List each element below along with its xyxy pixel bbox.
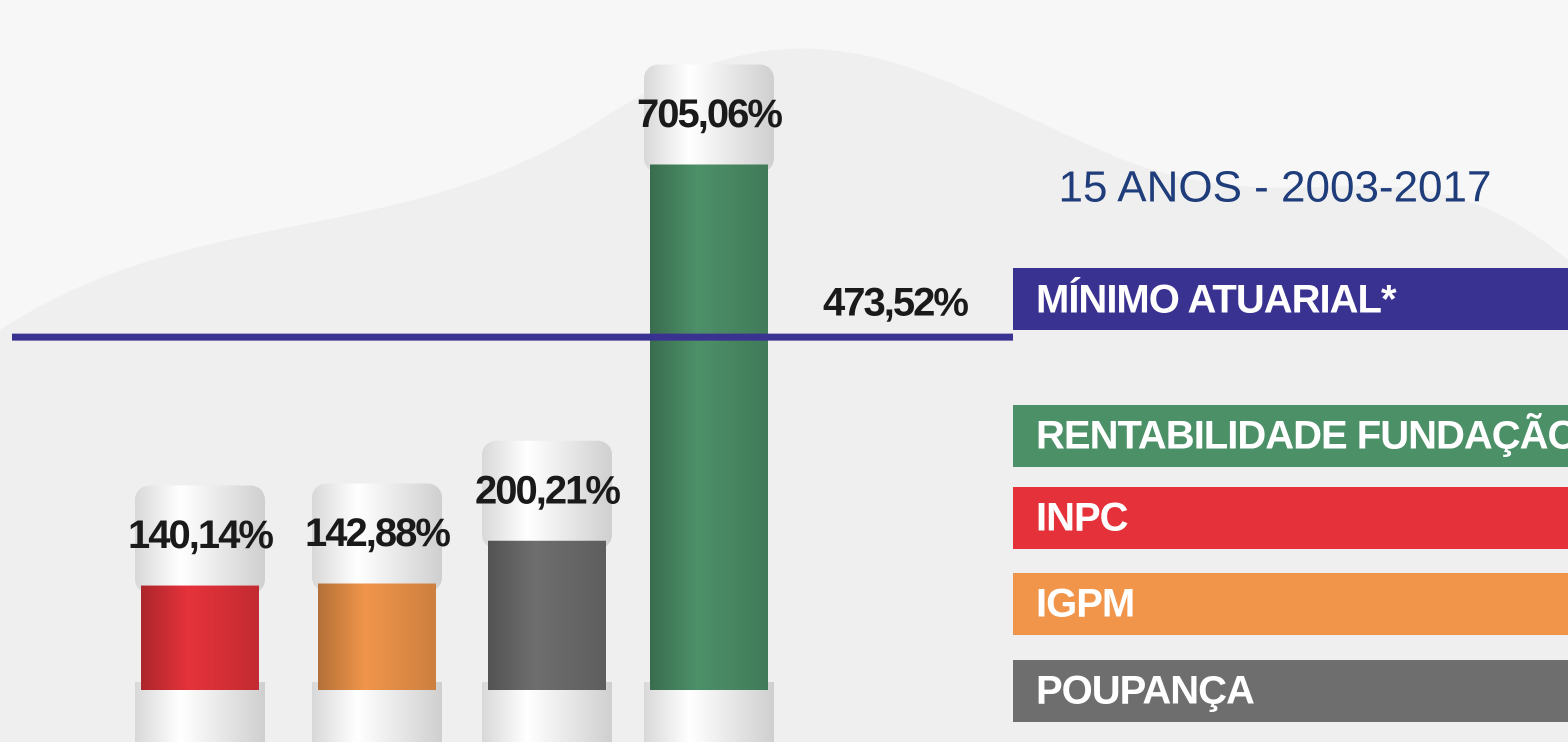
legend-label: INPC [1036,496,1128,540]
legend-label: RENTABILIDADE FUNDAÇÃO [1036,412,1568,458]
value-label: 705,06% [637,92,782,136]
bar-shade [488,541,606,690]
bar-base [312,682,442,742]
legend-label: MÍNIMO ATUARIAL* [1036,277,1397,322]
reference-label: 473,52% [823,281,968,325]
chart-title: 15 ANOS - 2003-2017 [1059,163,1492,212]
bar-base [135,682,265,742]
value-label: 142,88% [305,511,450,555]
bar-base [482,682,612,742]
bar-shade [141,586,259,690]
value-label: 140,14% [128,513,273,557]
legend-label: IGPM [1036,582,1134,626]
legend-label: POUPANÇA [1036,669,1254,713]
bar-shade [650,164,768,690]
value-label: 200,21% [475,468,620,512]
bar-shade [318,584,436,690]
chart: 15 ANOS - 2003-2017 140,14% 142,88% 200,21… [0,0,1568,742]
bar-base [644,682,774,742]
